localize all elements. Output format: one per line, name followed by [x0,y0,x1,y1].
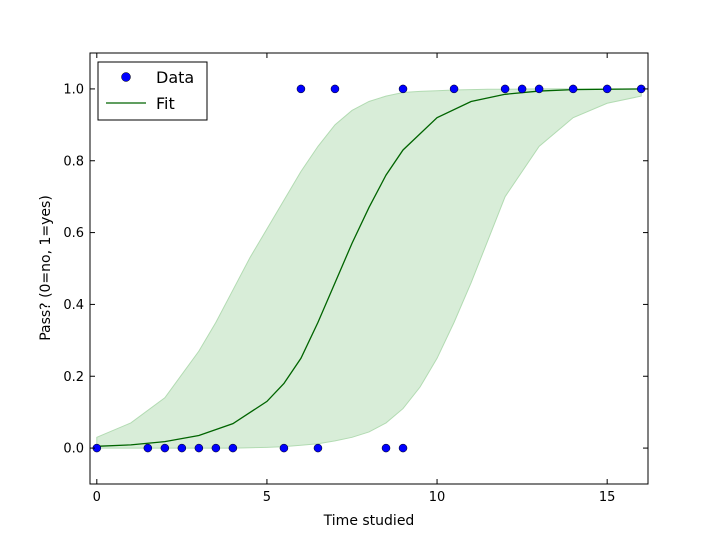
axes: 0 5 10 15 0.0 0.2 0.4 0.6 0.8 1.0 [63,52,649,505]
x-tick-label: 10 [429,490,446,505]
axes-frame [89,52,649,485]
x-tick-label: 0 [93,490,101,505]
data-point [177,443,187,453]
data-point [194,443,204,453]
confidence-band [96,88,642,449]
y-tick-label: 0.0 [63,442,84,457]
data-point [296,84,306,94]
fit-line [96,88,642,447]
data-point [228,443,238,453]
legend-box [97,61,208,121]
y-tick-label: 0.4 [63,298,84,313]
x-tick-label: 5 [263,490,271,505]
data-point [381,443,391,453]
data-point [279,443,289,453]
data-point [398,443,408,453]
legend: Data Fit [97,61,208,121]
y-tick-label: 0.8 [63,154,84,169]
data-point [534,84,544,94]
y-tick-label: 0.6 [63,226,84,241]
data-point [602,84,612,94]
x-axis-label: Time studied [323,513,415,529]
data-point [160,443,170,453]
data-point [143,443,153,453]
y-axis-label: Pass? (0=no, 1=yes) [38,195,54,341]
plot-area [92,84,646,453]
legend-label-data: Data [156,68,194,87]
data-point [330,84,340,94]
data-points [92,84,646,453]
data-point [449,84,459,94]
y-tick-label: 1.0 [63,82,84,97]
plot-inner [96,88,642,449]
x-tick-label: 15 [599,490,616,505]
data-point [211,443,221,453]
data-point [313,443,323,453]
data-point [398,84,408,94]
y-tick-label: 0.2 [63,370,84,385]
legend-label-fit: Fit [156,94,175,113]
data-point [568,84,578,94]
data-point [517,84,527,94]
legend-marker-data [121,72,131,82]
data-point [500,84,510,94]
